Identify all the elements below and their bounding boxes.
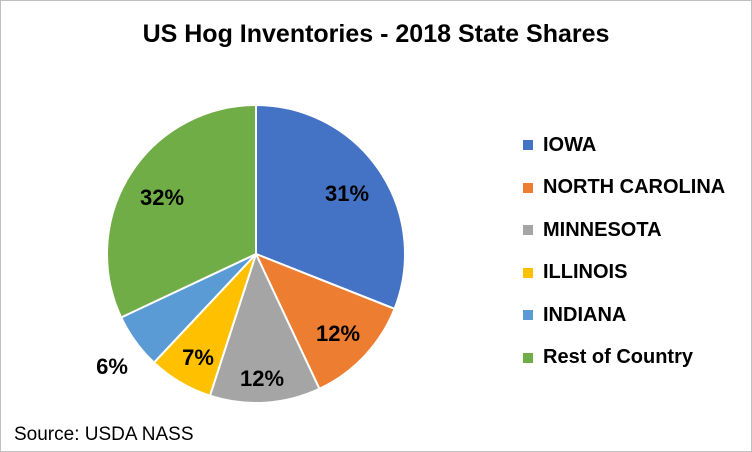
legend-label: MINNESOTA [543, 218, 662, 241]
pie-slice-minnesota [208, 251, 321, 404]
legend-item: IOWA [523, 130, 596, 160]
pie-slice-rest-of-country [106, 103, 257, 319]
legend-label: IOWA [543, 133, 597, 156]
legend-label: Rest of Country [543, 346, 693, 368]
source-note: Source: USDA NASS [14, 424, 194, 445]
pie-slice-north-carolina [254, 252, 396, 391]
legend-label: NORTH CAROLINA [543, 176, 726, 198]
pie-slice-iowa [255, 103, 406, 311]
legend-label: ILLINOIS [543, 261, 628, 283]
legend-item: MINNESOTA [523, 215, 662, 245]
legend-item: NORTH CAROLINA [523, 173, 725, 203]
legend-item: INDIANA [523, 300, 626, 330]
legend-item: ILLINOIS [523, 258, 627, 288]
legend-item: Rest of Country [523, 343, 693, 373]
data-label-minnesota: 12% [240, 366, 284, 391]
data-label-iowa: 31% [325, 181, 369, 206]
legend-swatch [523, 182, 533, 193]
chart-title: US Hog Inventories - 2018 State Shares [142, 20, 610, 48]
legend-swatch [523, 310, 533, 320]
data-label-illinois: 7% [182, 345, 214, 370]
legend-swatch [523, 267, 533, 278]
data-label-rest-of-country: 32% [140, 185, 184, 210]
legend-label: INDIANA [543, 303, 627, 326]
legend-swatch [523, 352, 533, 363]
legend-swatch [523, 225, 533, 235]
data-label-north-carolina: 12% [316, 321, 360, 346]
data-label-indiana: 6% [96, 354, 128, 379]
legend-swatch [523, 140, 533, 150]
